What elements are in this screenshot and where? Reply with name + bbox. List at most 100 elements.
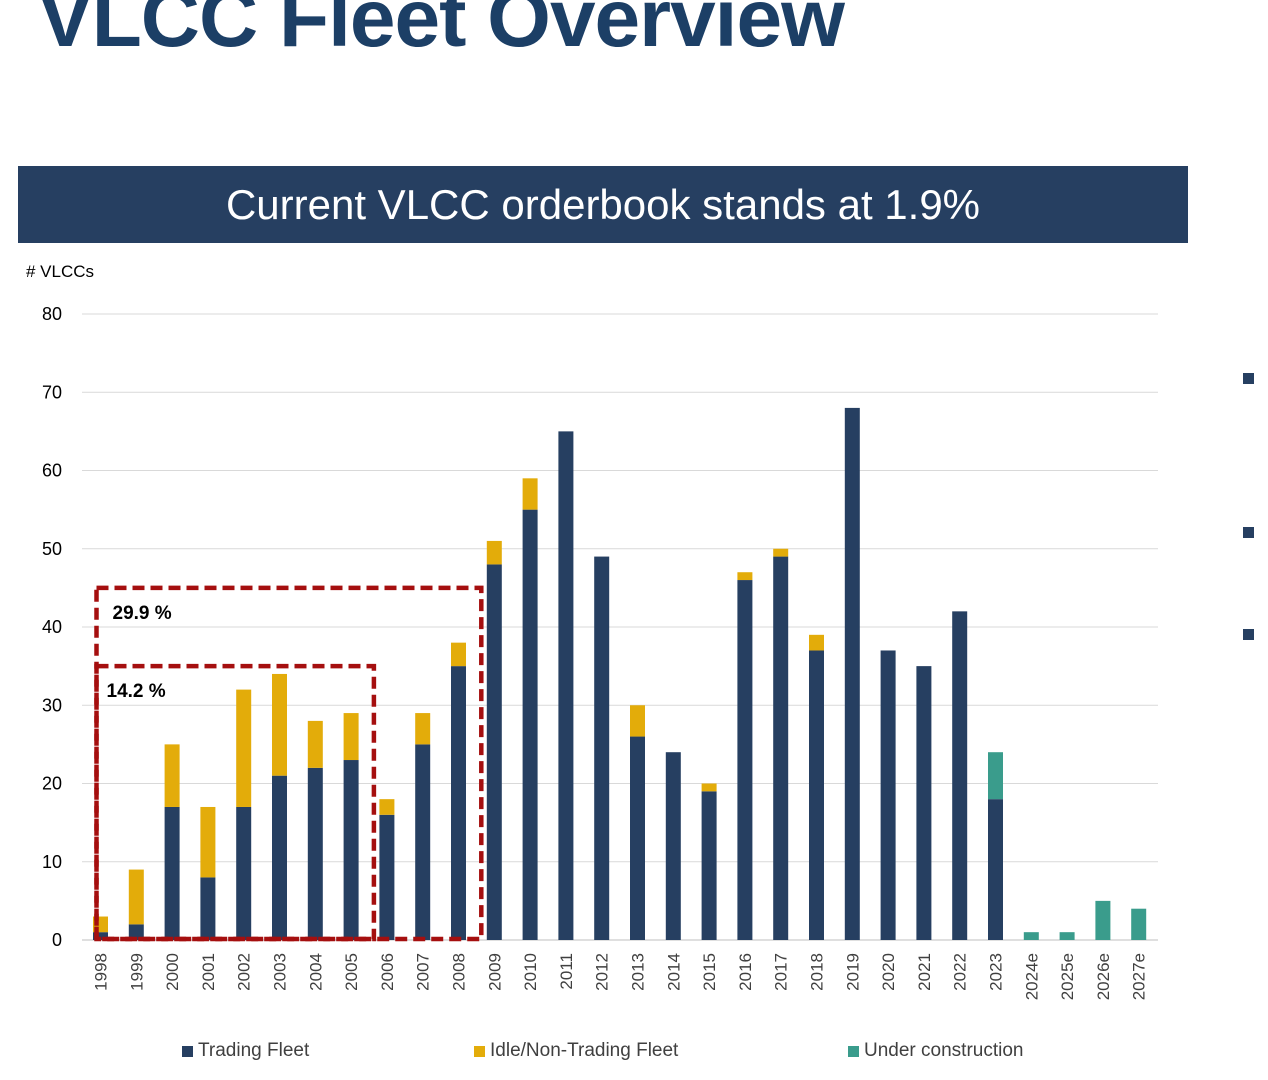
x-tick-label: 2016 [736, 953, 755, 991]
bar-idle-2017 [773, 548, 789, 557]
x-tick-label: 2005 [342, 953, 361, 991]
bar-trading-1999 [128, 924, 144, 940]
y-tick-label: 20 [42, 774, 62, 794]
side-bullet-marker [1243, 373, 1254, 384]
bar-trading-2015 [701, 791, 717, 940]
bar-trading-2017 [773, 556, 789, 940]
x-tick-label: 2021 [915, 953, 934, 991]
x-tick-label: 2008 [450, 953, 469, 991]
bar-idle-1999 [128, 869, 144, 925]
bar-idle-2015 [701, 783, 717, 792]
x-tick-label: 2025e [1058, 953, 1077, 1000]
bar-idle-2000 [164, 744, 180, 807]
side-bullet-marker [1243, 527, 1254, 538]
y-tick-label: 50 [42, 539, 62, 559]
bar-trading-2000 [164, 806, 180, 940]
x-tick-label: 2002 [235, 953, 254, 991]
x-tick-label: 2001 [199, 953, 218, 991]
side-bullet-marker [1243, 629, 1254, 640]
x-tick-label: 2012 [593, 953, 612, 991]
vlcc-orderbook-chart: # VLCCs 0 10 20 30 40 50 60 70 80 1998 1999 2000 20… [26, 262, 1158, 1000]
bar-idle-2003 [272, 673, 287, 776]
x-tick-label: 2022 [951, 953, 970, 991]
x-tick-label: 2017 [772, 953, 791, 991]
gridlines [82, 313, 1158, 941]
legend-trading-swatch [182, 1045, 193, 1057]
y-tick-label: 70 [42, 382, 62, 402]
bar-construction-2027e [1131, 908, 1147, 940]
bar-construction-2026e [1095, 900, 1111, 940]
x-tick-label: 2019 [843, 953, 862, 991]
x-tick-label: 1998 [92, 953, 111, 991]
x-tick-label: 1999 [127, 953, 146, 991]
bar-idle-2005 [343, 713, 359, 761]
bar-trading-2009 [486, 564, 502, 940]
bar-trading-2022 [952, 611, 968, 940]
x-tick-label: 2010 [521, 953, 540, 991]
bar-trading-2010 [522, 509, 538, 940]
y-tick-label: 60 [42, 461, 62, 481]
bar-trading-2005 [343, 760, 359, 940]
x-axis-ticks: 1998 1999 2000 2001 2002 2003 2004 2005 2006 2007… [92, 953, 1149, 1000]
bar-idle-2007 [415, 713, 431, 745]
x-tick-label: 2026e [1094, 953, 1113, 1000]
bar-trading-2012 [594, 556, 610, 940]
bar-idle-2001 [200, 806, 216, 878]
x-tick-label: 2018 [808, 953, 827, 991]
bar-trading-2018 [809, 650, 824, 940]
legend-trading: Trading Fleet [182, 1040, 309, 1062]
x-tick-label: 2024e [1022, 953, 1041, 1000]
bar-idle-2002 [236, 689, 252, 807]
y-tick-label: 10 [42, 852, 62, 872]
bar-trading-2006 [379, 814, 395, 940]
x-tick-label: 2014 [664, 953, 683, 991]
bar-construction-2024e [1023, 932, 1039, 940]
highlight-annotations: 29.9 % 14.2 % [94, 585, 484, 942]
bar-idle-2006 [379, 799, 395, 815]
y-tick-label: 80 [42, 304, 62, 324]
x-tick-label: 2007 [414, 953, 433, 991]
legend-construction-label: Under construction [864, 1040, 1024, 1061]
bar-idle-2016 [737, 572, 753, 581]
y-tick-label: 40 [42, 617, 62, 637]
x-tick-label: 2015 [700, 953, 719, 991]
legend-idle: Idle/Non-Trading Fleet [474, 1040, 678, 1062]
bar-trading-2020 [880, 650, 896, 940]
bar-idle-2008 [451, 642, 466, 667]
x-tick-label: 2013 [629, 953, 648, 991]
x-tick-label: 2020 [879, 953, 898, 991]
bar-trading-2023 [988, 799, 1003, 940]
x-tick-label: 2027e [1130, 953, 1149, 1000]
x-tick-label: 2023 [987, 953, 1006, 991]
bar-trading-2002 [236, 806, 252, 940]
bar-idle-2010 [522, 478, 538, 510]
bar-trading-2007 [415, 744, 431, 940]
legend-idle-swatch [474, 1045, 485, 1057]
bar-trading-2003 [272, 775, 287, 940]
x-tick-label: 2011 [557, 953, 576, 990]
x-tick-label: 2006 [378, 953, 397, 991]
bar-trading-2004 [307, 767, 323, 940]
bar-trading-1998 [93, 932, 108, 940]
bar-trading-2014 [665, 752, 681, 940]
bar-trading-2008 [451, 666, 466, 940]
highlight-box-1 [94, 663, 377, 942]
legend-construction-swatch [848, 1045, 859, 1057]
bar-construction-2025e [1059, 932, 1075, 940]
y-tick-label: 30 [42, 695, 62, 715]
y-axis-ticks: 0 10 20 30 40 50 60 70 80 [42, 304, 62, 950]
x-tick-label: 2000 [163, 953, 182, 991]
bar-idle-2013 [630, 705, 645, 737]
bar-trading-2011 [558, 431, 574, 940]
legend-trading-label: Trading Fleet [198, 1040, 310, 1061]
highlight-label: 29.9 % [113, 603, 172, 624]
legend-construction: Under construction [848, 1040, 1023, 1062]
y-axis-label: # VLCCs [26, 262, 94, 281]
y-tick-label: 0 [52, 930, 62, 950]
bar-idle-2004 [307, 720, 323, 768]
bar-trading-2001 [200, 877, 216, 940]
legend-idle-label: Idle/Non-Trading Fleet [490, 1040, 679, 1061]
page-title: VLCC Fleet Overview [38, 0, 845, 64]
x-tick-label: 2004 [306, 953, 325, 991]
bar-trading-2021 [916, 666, 932, 940]
